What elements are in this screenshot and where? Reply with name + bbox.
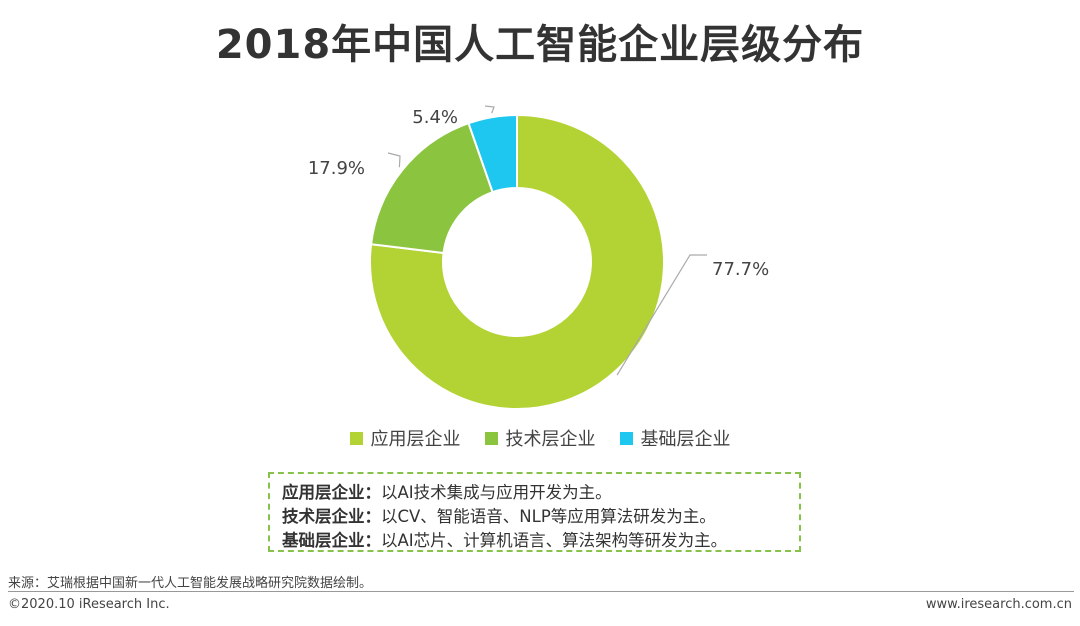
definition-separator: ： bbox=[364, 531, 382, 550]
legend-swatch-technology bbox=[484, 431, 498, 445]
leader-line-technology bbox=[387, 152, 401, 168]
definition-text: 以CV、智能语音、NLP等应用算法研发为主。 bbox=[381, 507, 716, 526]
leader-line-application bbox=[616, 254, 707, 376]
data-label-foundation: 5.4% bbox=[412, 107, 458, 128]
legend: 应用层企业 技术层企业 基础层企业 bbox=[0, 425, 1080, 451]
legend-item-application: 应用层企业 bbox=[349, 425, 461, 451]
definition-term: 技术层企业 bbox=[282, 507, 365, 526]
slice-foundation bbox=[467, 113, 518, 194]
footer-divider bbox=[8, 591, 1074, 592]
source-note: 来源：艾瑞根据中国新一代人工智能发展战略研究院数据绘制。 bbox=[8, 576, 373, 591]
copyright-text: ©2020.10 iResearch Inc. bbox=[8, 597, 170, 612]
legend-swatch-application bbox=[349, 431, 363, 445]
definition-text: 以AI技术集成与应用开发为主。 bbox=[381, 483, 612, 502]
legend-label-application: 应用层企业 bbox=[370, 429, 461, 450]
leader-line-foundation bbox=[484, 105, 495, 114]
legend-item-foundation: 基础层企业 bbox=[619, 425, 731, 451]
data-label-application: 77.7% bbox=[712, 259, 769, 280]
legend-label-foundation: 基础层企业 bbox=[640, 429, 731, 450]
legend-item-technology: 技术层企业 bbox=[484, 425, 596, 451]
chart-title: 2018年中国人工智能企业层级分布 bbox=[215, 22, 865, 68]
definition-row-technology: 技术层企业：以CV、智能语音、NLP等应用算法研发为主。 bbox=[282, 505, 799, 529]
definition-separator: ： bbox=[364, 507, 382, 526]
website-link[interactable]: www.iresearch.com.cn bbox=[925, 597, 1072, 612]
definition-term: 应用层企业 bbox=[282, 483, 365, 502]
definition-box: 应用层企业：以AI技术集成与应用开发为主。 技术层企业：以CV、智能语音、NLP… bbox=[268, 472, 801, 552]
donut-chart: 77.7% 17.9% 5.4% bbox=[308, 105, 769, 410]
definition-separator: ： bbox=[364, 483, 382, 502]
definition-row-foundation: 基础层企业：以AI芯片、计算机语言、算法架构等研发为主。 bbox=[282, 529, 799, 553]
definition-term: 基础层企业 bbox=[282, 531, 365, 550]
slice-technology bbox=[369, 121, 494, 255]
legend-label-technology: 技术层企业 bbox=[505, 429, 596, 450]
definition-row-application: 应用层企业：以AI技术集成与应用开发为主。 bbox=[282, 481, 799, 505]
legend-swatch-foundation bbox=[619, 431, 633, 445]
data-label-technology: 17.9% bbox=[308, 158, 365, 179]
slice-application bbox=[369, 113, 665, 410]
definition-text: 以AI芯片、计算机语言、算法架构等研发为主。 bbox=[381, 531, 728, 550]
